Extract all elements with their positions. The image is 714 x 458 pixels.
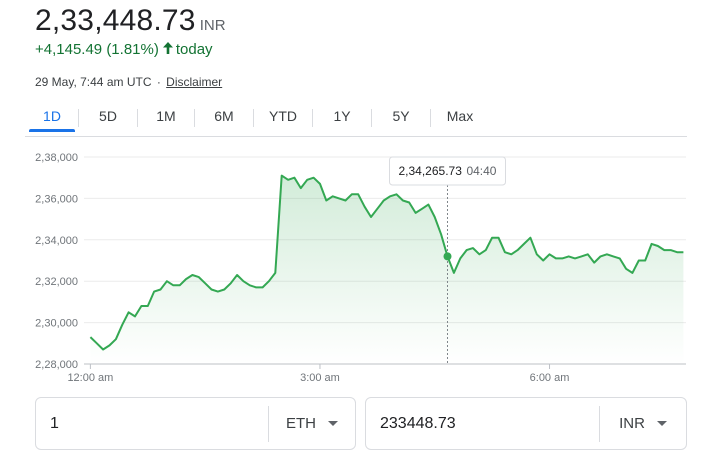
- change-value: +4,145.49 (1.81%): [35, 41, 159, 58]
- tooltip-time: 04:40: [466, 164, 496, 178]
- tooltip-value: 2,34,265.73: [398, 164, 462, 178]
- price-header: 2,33,448.73 INR: [35, 3, 226, 39]
- tab-max[interactable]: Max: [446, 108, 474, 124]
- tab-ytd[interactable]: YTD: [269, 108, 297, 124]
- from-amount-input[interactable]: 1: [50, 414, 59, 432]
- current-price: 2,33,448.73: [35, 4, 196, 37]
- price-chart[interactable]: 2,38,000 2,36,000 2,34,000 2,32,000 2,30,000…: [0, 140, 714, 390]
- x-tick-label: 12:00 am: [67, 372, 113, 384]
- y-tick-label: 2,34,000: [35, 235, 78, 247]
- range-tabs: 1D 5D 1M 6M YTD 1Y 5Y Max: [25, 104, 489, 132]
- converter-divider: [268, 405, 269, 442]
- y-tick-label: 2,32,000: [35, 276, 78, 288]
- arrow-up-icon: [162, 41, 173, 58]
- converter-from: 1 ETH: [35, 397, 356, 450]
- tab-1m[interactable]: 1M: [156, 108, 176, 124]
- to-amount-input[interactable]: 233448.73: [380, 414, 456, 432]
- price-meta: 29 May, 7:44 am UTC · Disclaimer: [35, 75, 222, 89]
- y-tick-label: 2,38,000: [35, 152, 78, 164]
- y-tick-label: 2,36,000: [35, 193, 78, 205]
- tab-separator: [371, 109, 372, 127]
- tooltip-box: [388, 156, 506, 186]
- tab-separator: [312, 109, 313, 127]
- x-tick-label: 3:00 am: [300, 372, 340, 384]
- price-currency: INR: [199, 17, 226, 34]
- timestamp: 29 May, 7:44 am UTC: [35, 75, 152, 89]
- tab-separator: [253, 109, 254, 127]
- to-currency-label: INR: [619, 415, 645, 432]
- disclaimer-link[interactable]: Disclaimer: [166, 75, 223, 89]
- price-area: [90, 175, 684, 364]
- y-tick-label: 2,30,000: [35, 318, 78, 330]
- change-period: today: [175, 41, 213, 58]
- chevron-down-icon: [328, 421, 338, 426]
- tabs-divider: [25, 136, 687, 137]
- to-currency-select[interactable]: INR: [600, 415, 686, 432]
- chevron-down-icon: [656, 421, 667, 426]
- tab-6m[interactable]: 6M: [214, 108, 234, 124]
- tab-separator: [137, 109, 138, 127]
- tab-separator: [194, 109, 195, 127]
- price-change: +4,145.49 (1.81%) today: [35, 41, 213, 58]
- converter-to: 233448.73 INR: [365, 397, 687, 450]
- price-line: [89, 174, 684, 351]
- converter-divider: [599, 405, 600, 442]
- y-tick-label: 2,28,000: [35, 359, 78, 371]
- tab-5d[interactable]: 5D: [99, 108, 117, 124]
- hover-point: [443, 252, 452, 261]
- tab-separator: [430, 109, 431, 127]
- tab-1d[interactable]: 1D: [29, 104, 75, 132]
- from-currency-select[interactable]: ETH: [269, 415, 355, 432]
- tab-separator: [78, 109, 79, 127]
- from-currency-label: ETH: [286, 415, 316, 432]
- x-tick-label: 6:00 am: [530, 372, 570, 384]
- tab-5y[interactable]: 5Y: [392, 108, 410, 124]
- meta-separator: ·: [156, 75, 161, 89]
- tab-1y[interactable]: 1Y: [333, 108, 351, 124]
